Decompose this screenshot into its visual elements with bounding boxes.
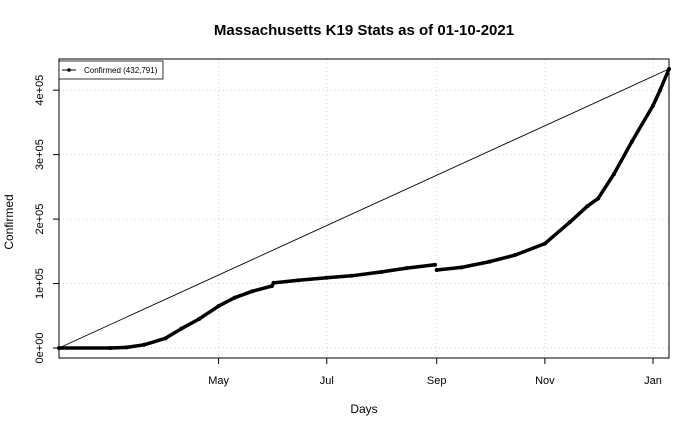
data-point bbox=[296, 278, 301, 283]
data-point bbox=[124, 345, 129, 350]
series-line-confirmed bbox=[434, 67, 671, 272]
data-point bbox=[658, 88, 663, 93]
legend: Confirmed (432,791) bbox=[58, 60, 164, 80]
grid bbox=[59, 59, 669, 358]
data-point bbox=[651, 103, 656, 108]
reference-line bbox=[58, 68, 670, 349]
data-point bbox=[250, 289, 255, 294]
data-point bbox=[179, 326, 184, 331]
data-point bbox=[596, 196, 601, 201]
x-axis: May Jul Sep Nov Jan bbox=[208, 358, 662, 387]
data-point bbox=[271, 280, 276, 285]
x-axis-label: Days bbox=[350, 402, 377, 416]
y-tick-label: 2e+05 bbox=[34, 204, 46, 235]
data-point bbox=[612, 171, 617, 176]
data-point bbox=[108, 346, 113, 350]
data-point bbox=[324, 275, 329, 280]
data-point bbox=[269, 284, 274, 289]
plot-frame bbox=[58, 58, 670, 359]
chart-title: Massachusetts K19 Stats as of 01-10-2021 bbox=[214, 22, 514, 39]
data-point bbox=[197, 316, 202, 321]
data-point bbox=[404, 266, 409, 271]
y-axis: 0e+00 1e+05 2e+05 3e+05 4e+05 bbox=[34, 75, 59, 364]
data-point bbox=[232, 295, 237, 300]
legend-marker bbox=[67, 68, 71, 72]
y-axis-label: Confirmed bbox=[2, 194, 16, 249]
data-point bbox=[349, 273, 354, 278]
data-point bbox=[216, 304, 221, 309]
x-tick-label: Jan bbox=[644, 375, 662, 387]
x-tick-label: Sep bbox=[427, 375, 447, 387]
x-tick-label: Nov bbox=[535, 375, 555, 387]
data-point bbox=[567, 220, 572, 225]
series-line-confirmed bbox=[57, 263, 437, 350]
data-point bbox=[512, 253, 517, 258]
data-point bbox=[487, 259, 492, 264]
legend-box bbox=[58, 60, 164, 80]
data-point bbox=[542, 241, 547, 246]
data-point bbox=[163, 336, 168, 341]
data-point bbox=[432, 262, 437, 267]
data-point bbox=[142, 342, 147, 347]
data-point bbox=[629, 139, 634, 144]
y-tick-label: 3e+05 bbox=[34, 139, 46, 170]
x-tick-label: May bbox=[208, 375, 229, 387]
y-tick-label: 4e+05 bbox=[34, 75, 46, 106]
y-tick-label: 0e+00 bbox=[34, 333, 46, 364]
y-tick-label: 1e+05 bbox=[34, 268, 46, 299]
fit-line-layer bbox=[58, 68, 670, 349]
data-point bbox=[459, 265, 464, 270]
series-layer bbox=[57, 67, 671, 350]
legend-entry: Confirmed (432,791) bbox=[84, 66, 158, 75]
x-tick-label: Jul bbox=[320, 375, 334, 387]
data-point bbox=[434, 267, 439, 272]
data-point bbox=[585, 204, 590, 209]
data-point bbox=[379, 269, 384, 274]
